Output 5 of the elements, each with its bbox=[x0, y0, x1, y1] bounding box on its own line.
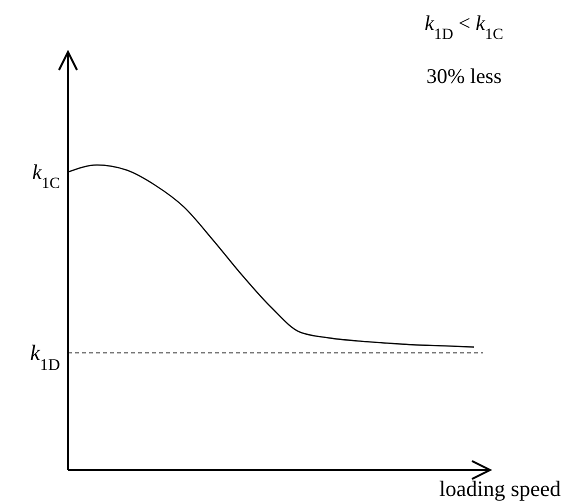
text: 30% less bbox=[426, 64, 502, 88]
x-axis-title: loading speed bbox=[439, 476, 561, 501]
text: k$_{1D}$ < k$_{1C}$ bbox=[424, 11, 504, 42]
ref-line-label: k$_{1D}$ bbox=[30, 340, 60, 374]
text: k$_{1C}$ bbox=[32, 160, 60, 192]
